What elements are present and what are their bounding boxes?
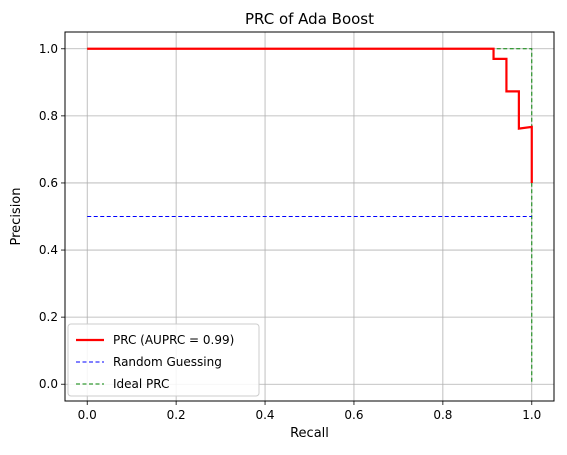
x-tick-label: 0.0 bbox=[78, 408, 97, 422]
y-axis-label: Precision bbox=[9, 187, 24, 245]
y-tick-label: 0.8 bbox=[39, 109, 58, 123]
legend-label: Ideal PRC bbox=[113, 377, 169, 391]
x-axis-label: Recall bbox=[290, 426, 329, 441]
x-tick-label: 1.0 bbox=[522, 408, 541, 422]
y-tick-label: 0.6 bbox=[39, 176, 58, 190]
legend-label: Random Guessing bbox=[113, 355, 222, 369]
legend-label: PRC (AUPRC = 0.99) bbox=[113, 333, 234, 347]
x-tick-label: 0.8 bbox=[433, 408, 452, 422]
x-tick-label: 0.6 bbox=[344, 408, 363, 422]
y-tick-label: 0.4 bbox=[39, 243, 58, 257]
y-tick-label: 0.2 bbox=[39, 310, 58, 324]
y-tick-label: 0.0 bbox=[39, 377, 58, 391]
y-tick-label: 1.0 bbox=[39, 42, 58, 56]
legend: PRC (AUPRC = 0.99) Random Guessing Ideal P… bbox=[68, 324, 259, 396]
x-tick-label: 0.2 bbox=[167, 408, 186, 422]
x-tick-label: 0.4 bbox=[255, 408, 274, 422]
chart-title: PRC of Ada Boost bbox=[245, 10, 374, 28]
